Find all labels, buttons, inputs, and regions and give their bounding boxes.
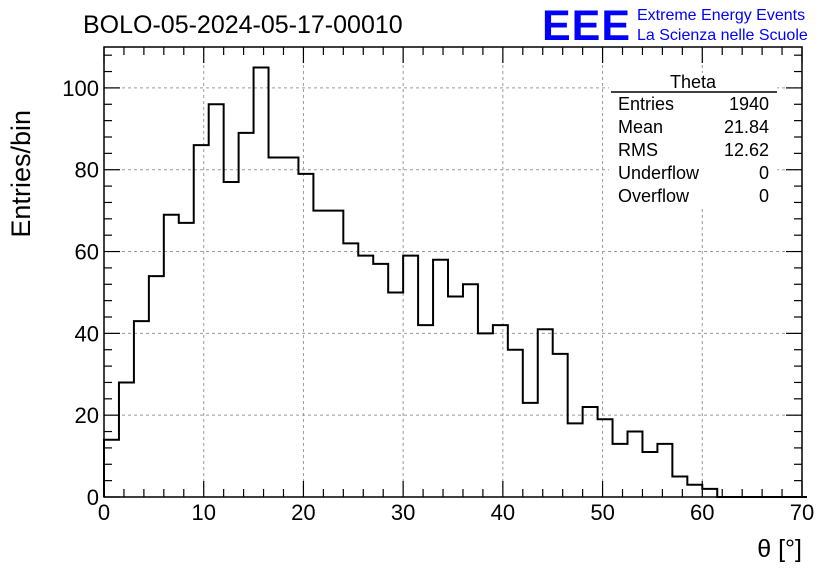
y-tick-label: 60 <box>75 240 99 265</box>
x-tick-label: 20 <box>291 500 315 525</box>
stats-value-overflow: 0 <box>759 186 769 206</box>
stats-box-title: Theta <box>670 72 717 92</box>
x-tick-label: 60 <box>690 500 714 525</box>
x-tick-label: 0 <box>98 500 110 525</box>
y-tick-label: 20 <box>75 403 99 428</box>
x-axis-label: θ [°] <box>757 535 802 563</box>
chart-title: BOLO-05-2024-05-17-00010 <box>83 11 403 39</box>
stats-label-overflow: Overflow <box>618 186 690 206</box>
stats-value-rms: 12.62 <box>724 140 769 160</box>
y-tick-label: 40 <box>75 321 99 346</box>
stats-value-underflow: 0 <box>759 163 769 183</box>
plot-frame <box>103 46 803 498</box>
stats-box-background <box>609 73 777 209</box>
axes <box>103 46 803 498</box>
y-axis-label: Entries/bin <box>6 110 36 238</box>
y-tick-label: 80 <box>75 158 99 183</box>
stats-box: Theta Entries 1940 Mean 21.84 RMS 12.62 … <box>609 72 777 209</box>
x-tick-label: 30 <box>391 500 415 525</box>
stats-label-underflow: Underflow <box>618 163 700 183</box>
histogram-outline <box>103 66 807 498</box>
x-tick-label: 70 <box>790 500 814 525</box>
x-tick-label: 40 <box>491 500 515 525</box>
stats-label-mean: Mean <box>618 117 663 137</box>
x-tick-label: 50 <box>590 500 614 525</box>
y-tick-label: 100 <box>62 76 99 101</box>
brand-line-1: Extreme Energy Events <box>637 7 805 24</box>
stats-label-entries: Entries <box>618 94 674 114</box>
x-tick-label: 10 <box>191 500 215 525</box>
y-tick-label: 0 <box>87 485 99 510</box>
tick-labels: 0 10 20 30 40 50 60 70 0 20 40 60 80 100 <box>62 76 814 525</box>
brand-line-2: La Scienza nelle Scuole <box>637 27 808 44</box>
stats-label-rms: RMS <box>618 140 658 160</box>
histogram-series <box>103 66 807 498</box>
stats-value-entries: 1940 <box>729 94 769 114</box>
stats-value-mean: 21.84 <box>724 117 769 137</box>
eee-logo: EEE <box>542 2 631 50</box>
